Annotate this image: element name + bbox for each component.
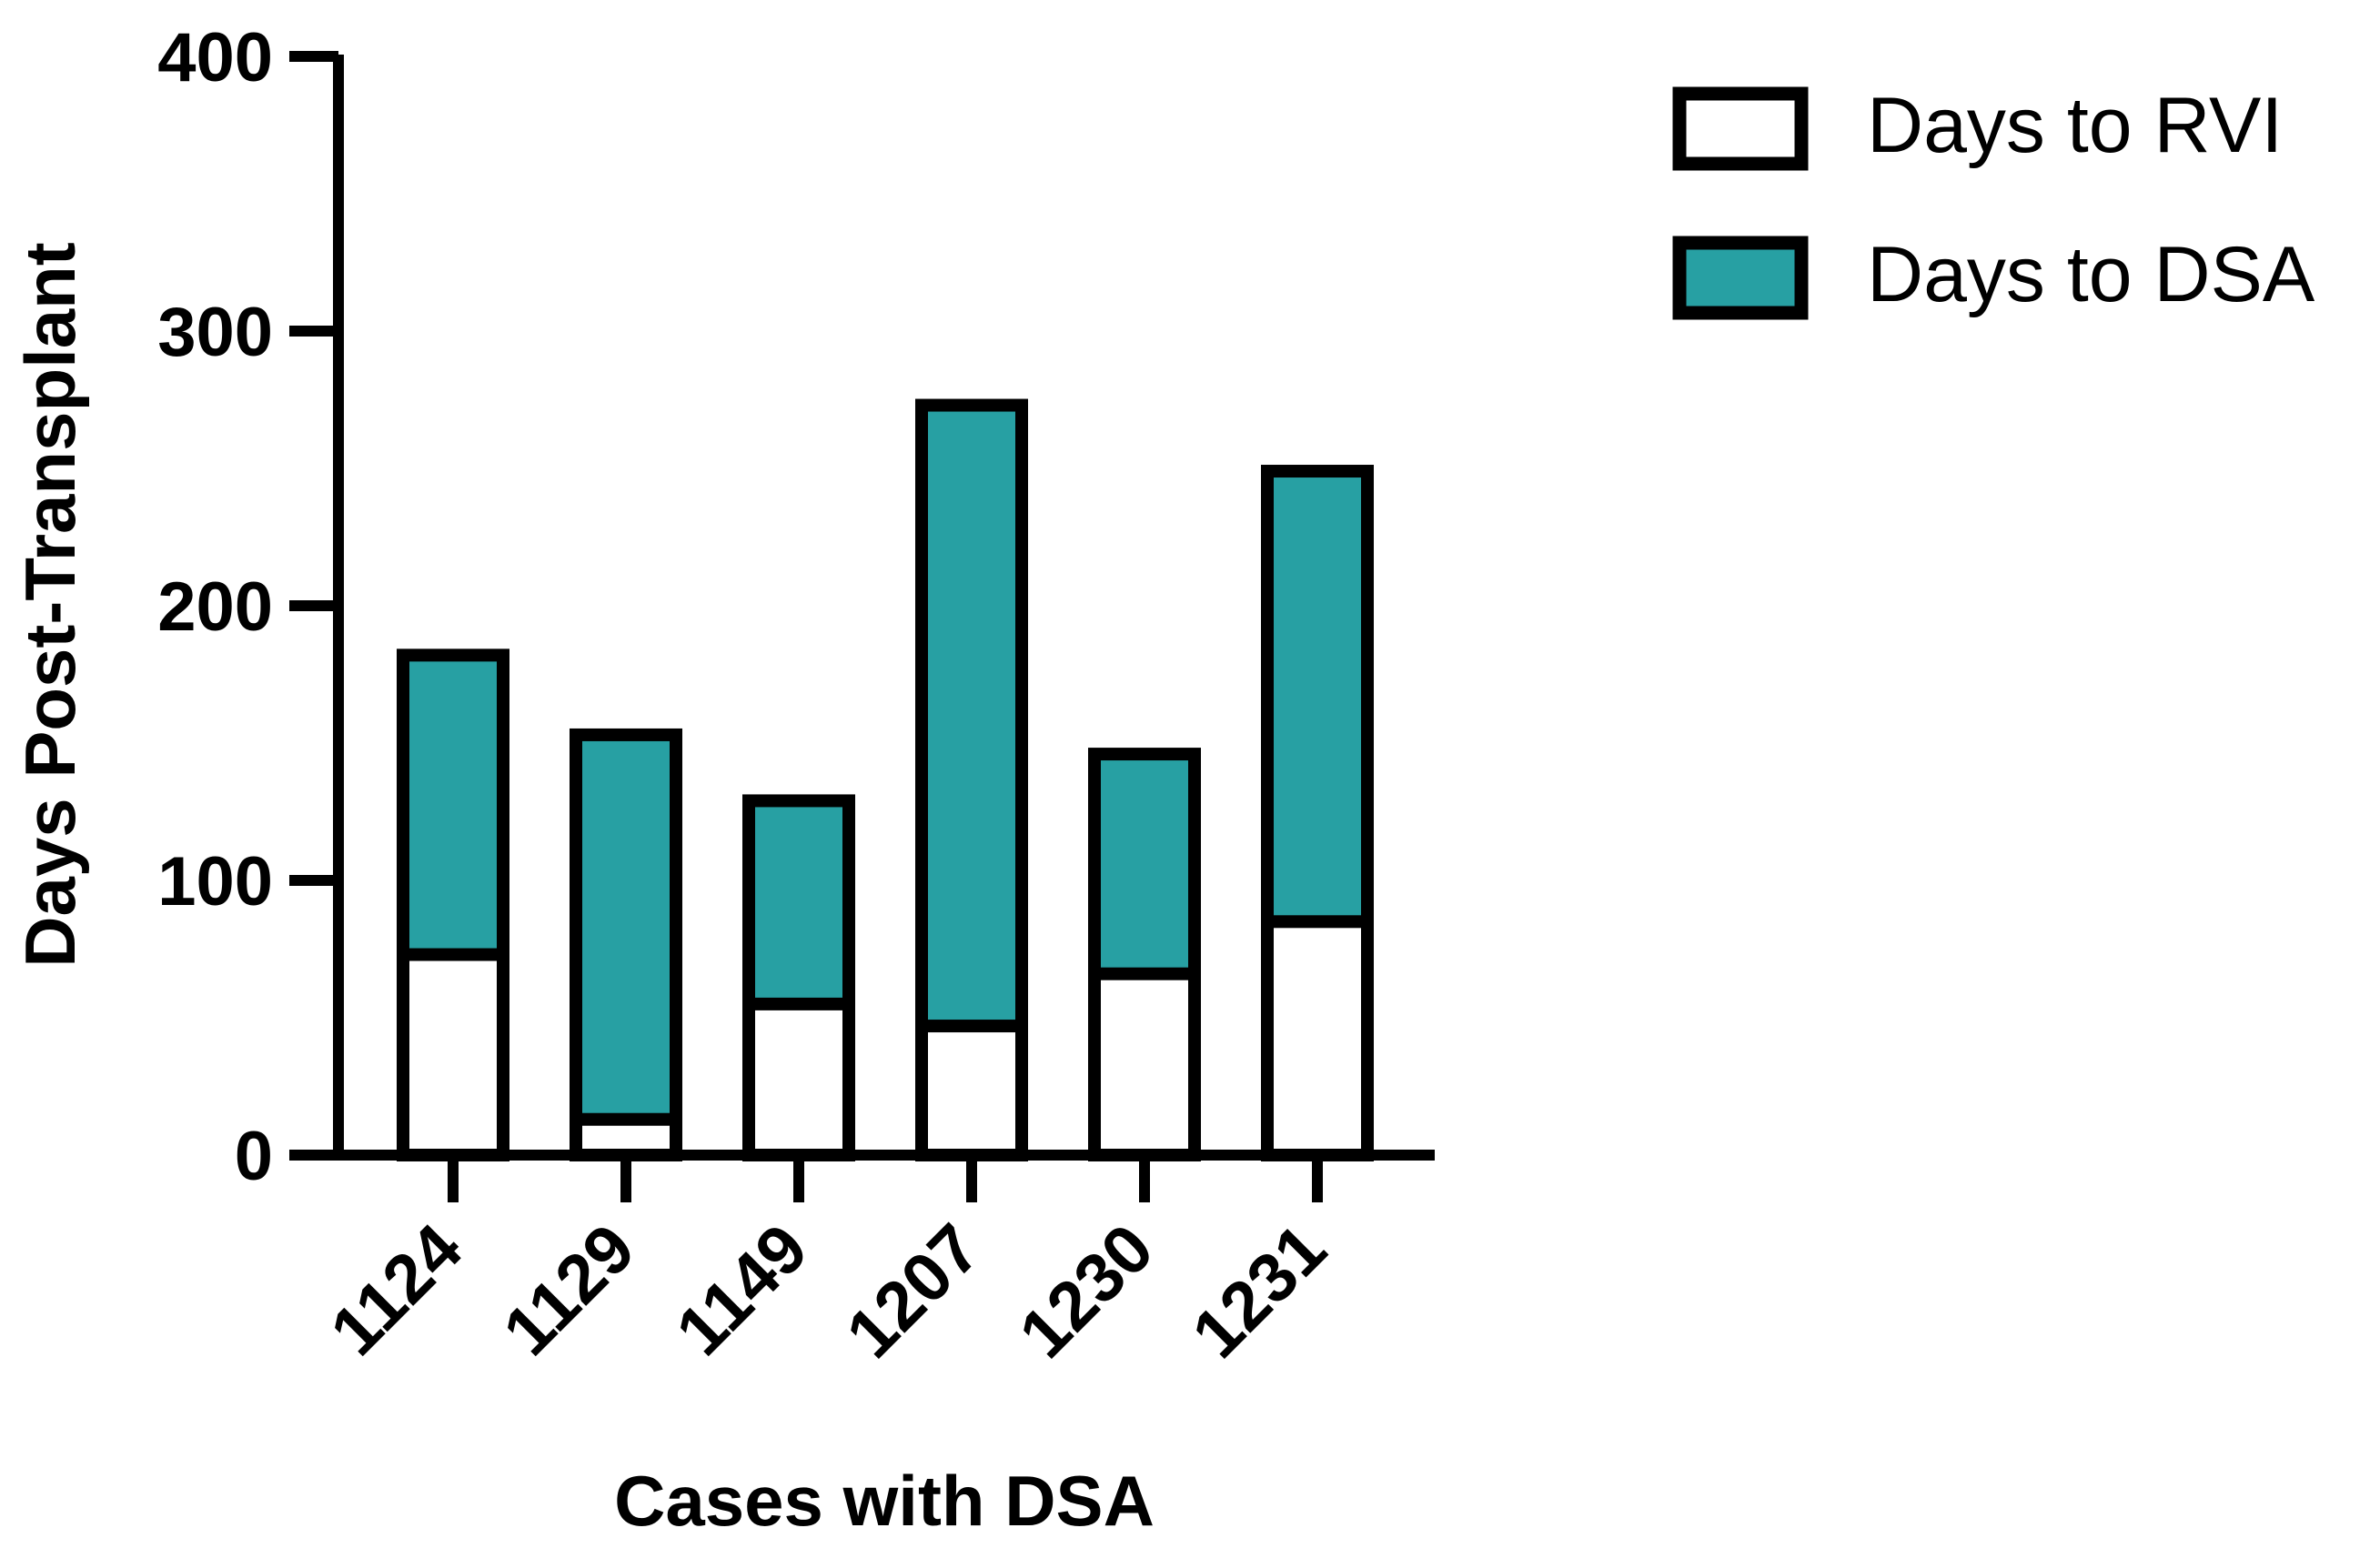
x-axis-title: Cases with DSA [614, 1461, 1155, 1541]
bar-days-to-rvi-1231 [1261, 915, 1374, 1161]
y-tick-label: 200 [157, 568, 273, 646]
x-tick-label: 1124 [316, 1210, 477, 1371]
legend-swatch [1672, 86, 1809, 171]
bar-days-to-rvi-1124 [397, 948, 509, 1162]
legend-label: Days to RVI [1867, 82, 2283, 169]
legend-swatch [1672, 236, 1809, 320]
bars-group [397, 398, 1374, 1162]
x-tick-label: 1149 [661, 1210, 822, 1371]
x-ticks-group: 1124 1129 1149 1207 1230 1231 [316, 1155, 1341, 1373]
legend-label: Days to DSA [1867, 231, 2315, 318]
x-tick-label: 1129 [489, 1210, 650, 1371]
y-axis-title: Days Post-Transplant [10, 242, 90, 968]
legend: Days to RVI Days to DSA [1672, 82, 2315, 320]
y-tick-label: 100 [157, 843, 273, 920]
x-tick-label: 1230 [1004, 1210, 1168, 1373]
bar-days-to-dsa-1129 [570, 728, 682, 1161]
bar-days-to-rvi-1230 [1088, 967, 1201, 1162]
y-tick-label: 400 [157, 19, 273, 96]
bar-days-to-rvi-1149 [742, 997, 855, 1162]
x-tick-label: 1207 [832, 1210, 995, 1373]
x-tick-label: 1231 [1177, 1210, 1341, 1373]
y-tick-label: 300 [157, 294, 273, 371]
bar-days-to-rvi-1207 [915, 1020, 1028, 1162]
y-tick-label: 0 [235, 1118, 273, 1195]
y-ticks-group: 0 100 200 300 400 [157, 19, 338, 1195]
